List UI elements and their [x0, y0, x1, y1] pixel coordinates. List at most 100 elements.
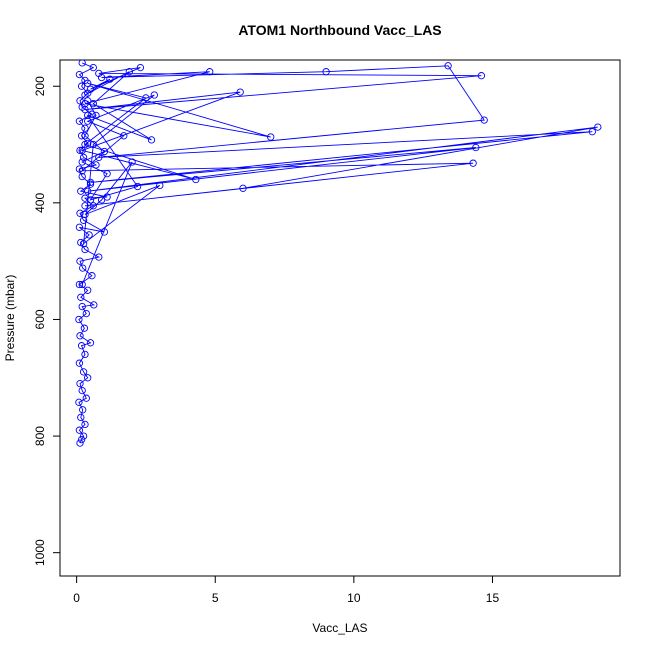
- y-tick-label: 600: [33, 309, 47, 329]
- data-point: [78, 60, 86, 67]
- x-tick-label: 10: [347, 591, 361, 605]
- data-point: [78, 146, 86, 155]
- data-point: [81, 140, 89, 149]
- data-point: [142, 94, 150, 102]
- data-point: [81, 132, 89, 140]
- x-axis-label: Vacc_LAS: [312, 621, 367, 635]
- x-tick-label: 5: [212, 591, 219, 605]
- data-point: [81, 350, 89, 359]
- data-point: [192, 175, 200, 184]
- data-point: [133, 182, 142, 191]
- data-point: [472, 143, 480, 152]
- data-point: [77, 413, 85, 422]
- data-point: [79, 153, 88, 162]
- data-point: [89, 63, 97, 72]
- data-point: [76, 379, 84, 388]
- data-point: [81, 420, 89, 429]
- data-point: [78, 172, 86, 181]
- data-point: [588, 128, 596, 136]
- data-point: [106, 75, 114, 83]
- y-tick-label: 200: [33, 76, 47, 96]
- data-point: [78, 280, 86, 289]
- data-point: [78, 302, 86, 311]
- x-axis: 0 5 10 15: [73, 575, 500, 605]
- data-point: [75, 70, 84, 79]
- data-point: [86, 180, 95, 188]
- data-point: [136, 63, 145, 72]
- data-point: [147, 136, 156, 144]
- data-point: [76, 209, 84, 217]
- y-tick-label: 1000: [33, 539, 47, 566]
- data-point: [150, 91, 158, 99]
- data-point: [78, 167, 86, 175]
- data-point: [81, 210, 89, 219]
- data-point: [84, 97, 92, 105]
- data-point: [89, 100, 97, 108]
- data-point: [84, 117, 92, 125]
- data-point: [76, 439, 84, 447]
- data-point: [267, 133, 275, 141]
- data-point: [480, 116, 488, 124]
- data-point: [120, 132, 128, 140]
- data-point: [81, 91, 89, 99]
- data-point: [82, 309, 90, 318]
- data-point: [75, 315, 83, 324]
- data-point: [206, 68, 214, 76]
- series-line-1: [78, 62, 108, 444]
- data-point: [77, 293, 85, 301]
- x-tick-label: 0: [73, 591, 80, 605]
- data-point: [79, 264, 87, 272]
- data-point: [84, 286, 92, 294]
- data-point: [78, 158, 86, 166]
- data-point: [77, 435, 86, 444]
- data-point: [75, 398, 83, 406]
- data-point: [80, 324, 89, 332]
- data-point: [75, 426, 84, 434]
- data-point: [81, 105, 89, 114]
- data-point: [75, 359, 84, 367]
- data-point: [86, 196, 95, 204]
- data-point: [86, 178, 95, 187]
- series-line-2: [80, 65, 598, 285]
- data-point: [84, 111, 92, 120]
- data-point: [90, 301, 98, 309]
- data-point: [594, 123, 602, 131]
- data-point: [77, 82, 86, 90]
- data-point: [100, 228, 109, 236]
- data-point: [103, 170, 111, 178]
- y-tick-label: 800: [33, 426, 47, 446]
- data-point: [78, 386, 86, 395]
- data-point: [82, 394, 90, 402]
- data-point: [79, 406, 87, 414]
- chart-title: ATOM1 Northbound Vacc_LAS: [238, 22, 441, 38]
- data-point: [322, 68, 330, 76]
- data-point: [75, 117, 84, 125]
- data-point: [79, 368, 88, 376]
- data-point: [85, 231, 93, 239]
- data-point: [88, 272, 96, 280]
- data-point: [84, 374, 92, 382]
- series-layer: [75, 60, 602, 447]
- data-point: [81, 202, 89, 210]
- series-group: [75, 60, 602, 447]
- x-tick-label: 15: [486, 591, 500, 605]
- data-point: [81, 124, 89, 132]
- data-point: [89, 140, 97, 149]
- data-point: [86, 85, 95, 93]
- y-axis-label: Pressure (mbar): [3, 275, 17, 362]
- data-point: [84, 187, 92, 195]
- data-point: [75, 223, 84, 231]
- data-point: [95, 153, 103, 162]
- data-point: [89, 202, 97, 210]
- data-point: [76, 257, 84, 265]
- data-point: [100, 147, 109, 156]
- data-point: [236, 88, 244, 96]
- data-point: [156, 181, 164, 190]
- data-point: [76, 332, 84, 340]
- y-axis: 200 400 600 800 1000: [33, 76, 61, 566]
- data-point: [92, 111, 100, 120]
- data-point: [95, 253, 103, 261]
- data-point: [128, 158, 136, 166]
- data-point: [469, 159, 477, 167]
